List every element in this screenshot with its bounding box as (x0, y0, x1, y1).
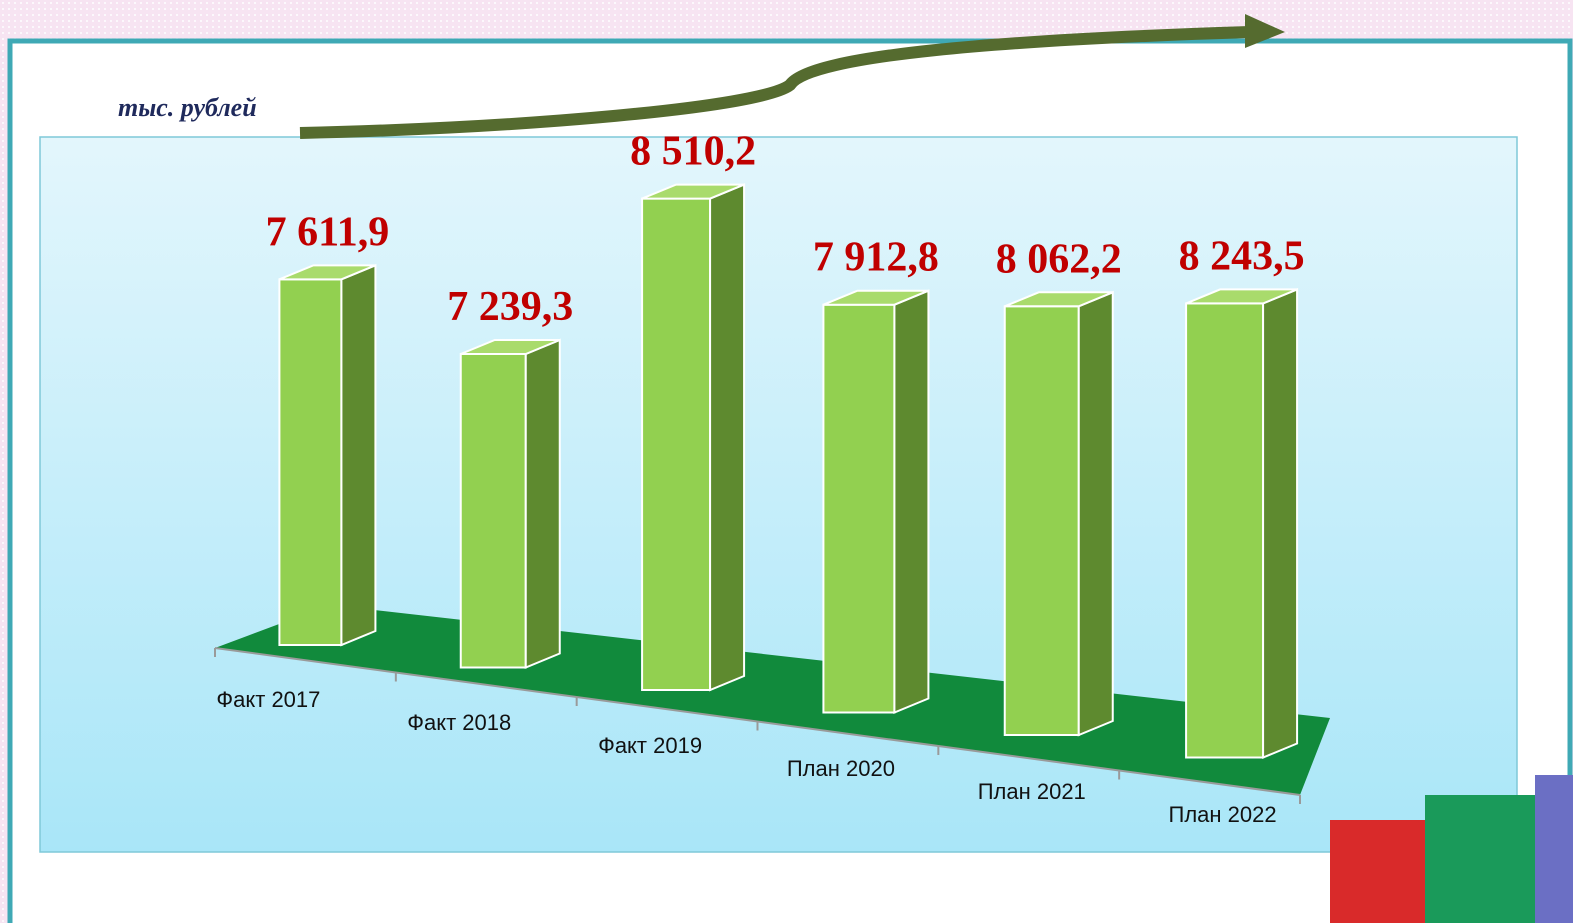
value-label: 8 062,2 (996, 236, 1122, 282)
bar-side (526, 340, 560, 668)
bar-side (1263, 289, 1297, 757)
x-tick-label: План 2022 (1169, 802, 1277, 827)
x-tick-label: План 2021 (978, 779, 1086, 804)
binder (1330, 820, 1425, 923)
x-tick-label: План 2020 (787, 756, 895, 781)
bar-side (1079, 292, 1113, 735)
bar (1186, 303, 1263, 757)
value-label: 7 239,3 (447, 284, 573, 330)
binder (1535, 775, 1573, 923)
bar-side (894, 291, 928, 713)
value-label: 8 510,2 (630, 129, 756, 175)
page: тыс. рублей 7 611,9 Факт 2017 7 239,3 Факт … (0, 0, 1573, 923)
bar (642, 199, 710, 690)
bar (279, 279, 341, 645)
value-label: 7 912,8 (813, 235, 939, 281)
bar-side (341, 265, 375, 645)
unit-label: тыс. рублей (118, 93, 257, 122)
bar (461, 354, 526, 668)
bar-side (710, 185, 744, 690)
binder (1425, 795, 1540, 923)
x-tick-label: Факт 2017 (216, 687, 320, 712)
bar (823, 305, 894, 713)
x-tick-label: Факт 2019 (598, 733, 702, 758)
chart: тыс. рублей 7 611,9 Факт 2017 7 239,3 Факт … (0, 0, 1573, 923)
bar (1005, 306, 1079, 735)
value-label: 7 611,9 (266, 209, 390, 255)
value-label: 8 243,5 (1179, 233, 1305, 279)
x-tick-label: Факт 2018 (407, 710, 511, 735)
